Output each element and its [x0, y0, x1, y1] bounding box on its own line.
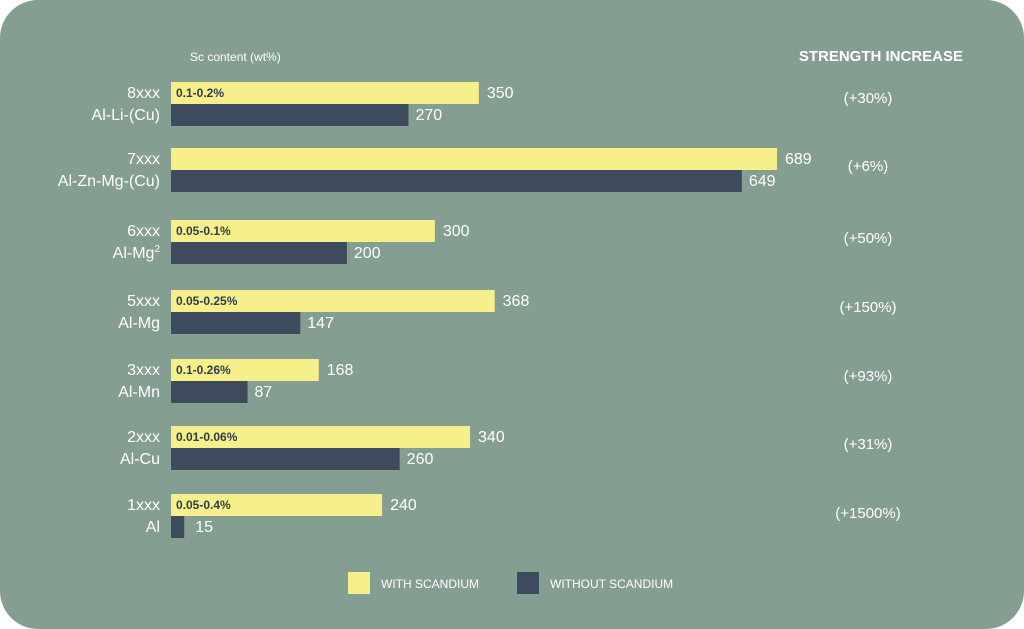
category-family-label: Al [146, 519, 160, 536]
value-label-with-scandium: 240 [390, 497, 417, 514]
bar-without-scandium [171, 170, 742, 192]
category-series-label: 8xxx [127, 85, 160, 102]
bar-without-scandium [171, 104, 409, 126]
value-label-without-scandium: 270 [415, 107, 442, 124]
bar-with-scandium [171, 359, 319, 381]
bar-with-scandium [171, 290, 495, 312]
sc-content-label: 0.05-0.4% [176, 498, 231, 512]
sc-content-label: 0.05-0.1% [176, 224, 231, 238]
category-family-label: Al-Mn [118, 384, 160, 401]
strength-increase-label: (+31%) [844, 436, 893, 453]
bar-with-scandium [171, 426, 471, 448]
sc-content-label: 0.1-0.2% [176, 86, 224, 100]
category-family-label: Al-Li-(Cu) [92, 107, 160, 124]
legend-swatch-without-scandium [517, 572, 539, 594]
value-label-without-scandium: 87 [255, 384, 273, 401]
strength-increase-label: (+1500%) [835, 505, 900, 522]
legend-label-with-scandium: WITH SCANDIUM [381, 577, 479, 591]
category-family-superscript: 2 [154, 244, 160, 255]
value-label-with-scandium: 368 [503, 293, 530, 310]
bar-with-scandium [171, 494, 383, 516]
bar-groups: 8xxx Al-Li-(Cu) 0.1-0.2% 350 270 (+30%) 7xxx Al… [58, 82, 901, 538]
strength-increase-header: STRENGTH INCREASE [799, 48, 963, 65]
value-label-without-scandium: 260 [407, 451, 434, 468]
bar-without-scandium [171, 381, 248, 403]
strength-increase-label: (+30%) [844, 90, 893, 107]
bar-without-scandium [171, 516, 185, 538]
value-label-with-scandium: 350 [487, 85, 514, 102]
legend: WITH SCANDIUM WITHOUT SCANDIUM [348, 572, 673, 594]
strength-increase-label: (+6%) [848, 158, 888, 175]
strength-increase-label: (+93%) [844, 368, 893, 385]
category-family-label: Al-Zn-Mg-(Cu) [58, 173, 160, 190]
category-series-label: 5xxx [127, 293, 160, 310]
bar-with-scandium [171, 148, 777, 170]
value-label-with-scandium: 300 [443, 223, 470, 240]
value-label-without-scandium: 15 [195, 519, 213, 536]
strength-increase-label: (+150%) [839, 299, 896, 316]
category-series-label: 3xxx [127, 362, 160, 379]
category-series-label: 2xxx [127, 429, 160, 446]
bar-without-scandium [171, 242, 347, 264]
value-label-without-scandium: 200 [354, 245, 381, 262]
sc-content-header: Sc content (wt%) [190, 50, 281, 64]
category-series-label: 6xxx [127, 223, 160, 240]
value-label-with-scandium: 168 [327, 362, 354, 379]
value-label-with-scandium: 340 [478, 429, 505, 446]
value-label-with-scandium: 689 [785, 151, 812, 168]
sc-content-label: 0.05-0.25% [176, 294, 238, 308]
legend-swatch-with-scandium [348, 572, 370, 594]
bar-without-scandium [171, 448, 400, 470]
sc-content-label: 0.01-0.06% [176, 430, 238, 444]
category-family-label: Al-Mg2 [113, 244, 161, 262]
value-label-without-scandium: 147 [307, 315, 334, 332]
category-family-label: Al-Cu [120, 451, 160, 468]
legend-label-without-scandium: WITHOUT SCANDIUM [550, 577, 673, 591]
bar-with-scandium [171, 82, 479, 104]
sc-content-label: 0.1-0.26% [176, 363, 231, 377]
category-family-label: Al-Mg [118, 315, 160, 332]
category-series-label: 7xxx [127, 151, 160, 168]
bar-with-scandium [171, 220, 435, 242]
strength-increase-label: (+50%) [844, 230, 893, 247]
category-series-label: 1xxx [127, 497, 160, 514]
value-label-without-scandium: 649 [749, 173, 776, 190]
bar-without-scandium [171, 312, 301, 334]
